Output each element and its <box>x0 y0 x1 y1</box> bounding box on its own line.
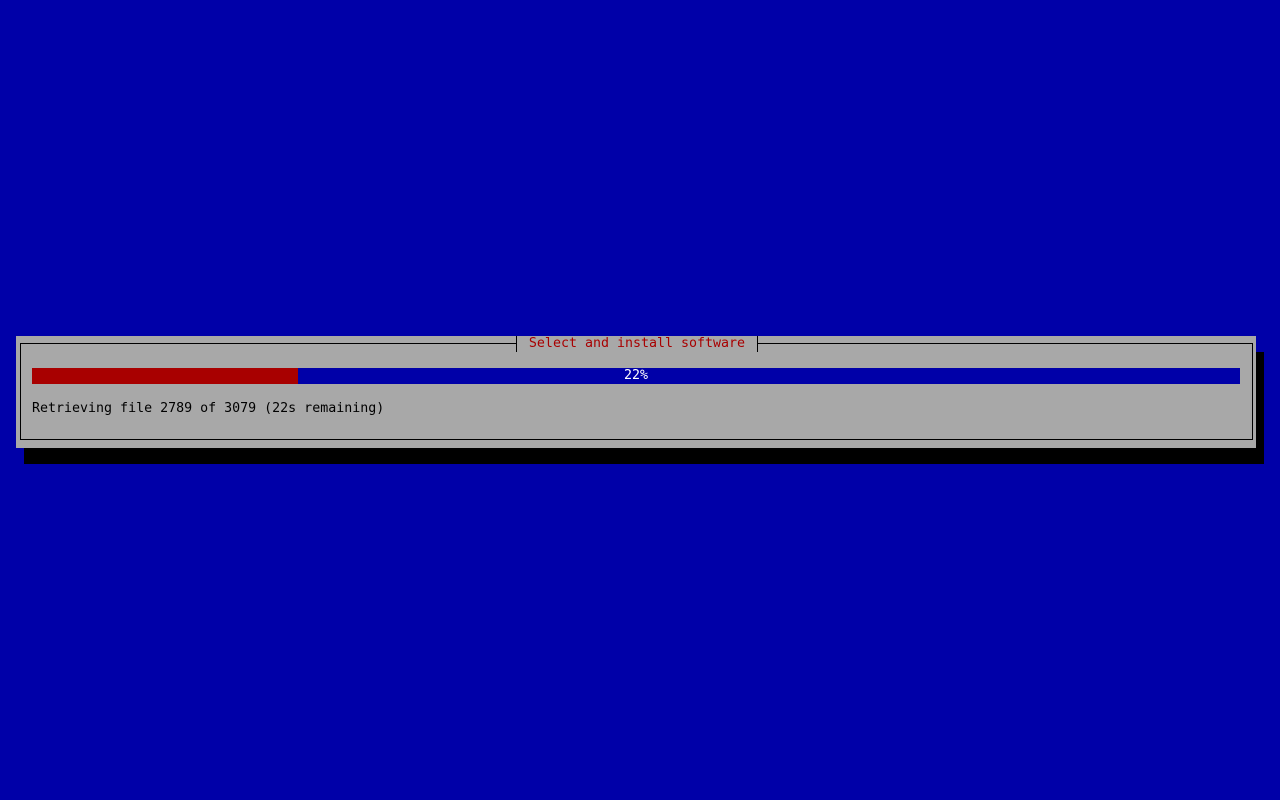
dialog-shadow-right <box>1256 352 1264 464</box>
dialog-frame <box>20 343 1253 440</box>
dialog-title: Select and install software <box>528 336 746 351</box>
progress-bar-fill <box>32 368 298 384</box>
status-text: Retrieving file 2789 of 3079 (22s remain… <box>32 401 385 416</box>
dialog-title-box: Select and install software <box>516 336 758 352</box>
progress-dialog: Select and install software 22% Retrievi… <box>16 336 1256 448</box>
dialog-shadow <box>24 448 1264 464</box>
progress-percent: 22% <box>623 368 649 383</box>
progress-bar: 22% <box>32 368 1240 384</box>
